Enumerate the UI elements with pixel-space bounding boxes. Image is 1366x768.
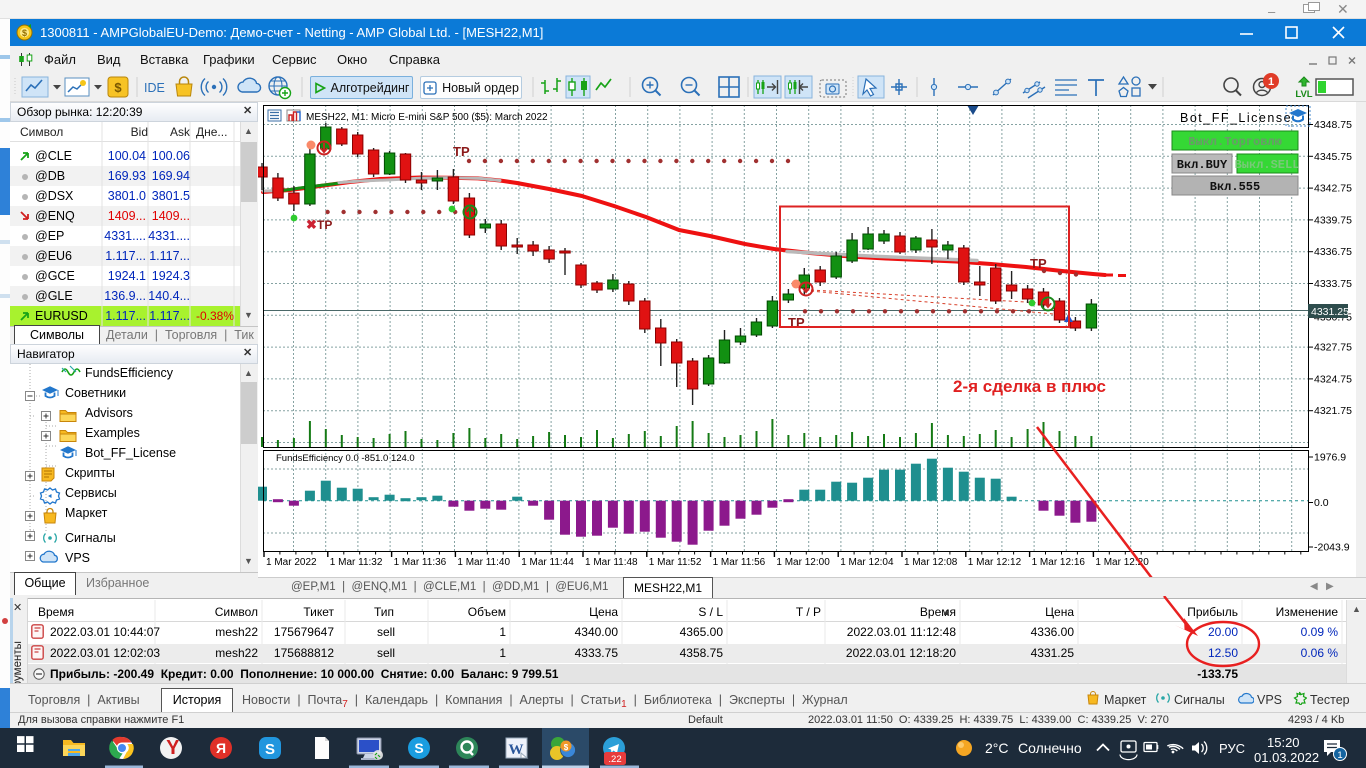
svg-text:4321.75: 4321.75 xyxy=(1314,405,1352,417)
svg-text:1 Mar 11:48: 1 Mar 11:48 xyxy=(585,557,638,568)
svg-text:TP: TP xyxy=(453,144,470,159)
svg-text:Солнечно: Солнечно xyxy=(1018,740,1082,756)
svg-text:TP: TP xyxy=(317,218,332,232)
svg-text:1 Mar 12:00: 1 Mar 12:00 xyxy=(776,557,830,568)
svg-text:1: 1 xyxy=(1337,750,1342,761)
svg-text:1 Mar 12:08: 1 Mar 12:08 xyxy=(904,557,958,568)
svg-text:15:20: 15:20 xyxy=(1267,735,1300,750)
svg-text:Скрипты: Скрипты xyxy=(65,466,115,480)
svg-text:$: $ xyxy=(22,28,27,38)
svg-text:Examples: Examples xyxy=(85,426,140,440)
svg-text:4331.25: 4331.25 xyxy=(1311,306,1349,318)
svg-text:S: S xyxy=(265,741,275,758)
svg-text:Bot_FF_License: Bot_FF_License xyxy=(1180,111,1292,125)
svg-text:✖: ✖ xyxy=(306,217,317,232)
svg-text:1: 1 xyxy=(1268,76,1274,88)
svg-text:S: S xyxy=(414,740,423,756)
svg-text:VPS: VPS xyxy=(65,551,90,565)
svg-text:РУС: РУС xyxy=(1219,741,1245,756)
svg-text:1 Mar 2022: 1 Mar 2022 xyxy=(266,557,317,568)
svg-text:Советники: Советники xyxy=(65,386,126,400)
svg-text:0.0: 0.0 xyxy=(1314,497,1329,509)
svg-text:1976.9: 1976.9 xyxy=(1314,452,1346,464)
svg-text:1 Mar 11:56: 1 Mar 11:56 xyxy=(713,557,766,568)
svg-text:FundsEfficiency: FundsEfficiency xyxy=(85,366,174,380)
svg-text:Маркет: Маркет xyxy=(65,506,108,520)
svg-text:Я: Я xyxy=(216,740,226,756)
svg-text:4342.75: 4342.75 xyxy=(1314,183,1352,195)
svg-text:LVL: LVL xyxy=(1295,89,1312,100)
svg-text:4348.75: 4348.75 xyxy=(1314,119,1352,131)
svg-text:Bot_FF_License: Bot_FF_License xyxy=(85,446,176,460)
svg-text:TP: TP xyxy=(1030,256,1047,271)
svg-text:$: $ xyxy=(564,743,569,752)
svg-text:FundsEfficiency 0.0 -851.0 124: FundsEfficiency 0.0 -851.0 124.0 xyxy=(276,453,415,464)
svg-text:1 Mar 11:32: 1 Mar 11:32 xyxy=(330,557,383,568)
svg-text:4345.75: 4345.75 xyxy=(1314,151,1352,163)
svg-text:4324.75: 4324.75 xyxy=(1314,373,1352,385)
svg-text:Сервисы: Сервисы xyxy=(65,486,117,500)
svg-text:1 Mar 11:44: 1 Mar 11:44 xyxy=(521,557,574,568)
svg-text:MESH22, M1: Micro E-mini S&P: MESH22, M1: Micro E-mini S&P 500 ($5): M… xyxy=(306,112,548,123)
svg-text:4339.75: 4339.75 xyxy=(1314,214,1352,226)
svg-text:Вкл.555: Вкл.555 xyxy=(1210,180,1260,194)
svg-text:4333.75: 4333.75 xyxy=(1314,278,1352,290)
svg-text:1 Mar 11:52: 1 Mar 11:52 xyxy=(649,557,702,568)
svg-text:Advisors: Advisors xyxy=(85,406,133,420)
svg-text:IDE: IDE xyxy=(144,81,165,95)
svg-text:Выкл.SELL: Выкл.SELL xyxy=(1235,158,1300,172)
svg-text:1 Mar 11:36: 1 Mar 11:36 xyxy=(394,557,447,568)
svg-text:Выкл.Торговлю: Выкл.Торговлю xyxy=(1188,135,1282,149)
svg-text:2-я сделка в плюс: 2-я сделка в плюс xyxy=(953,377,1106,396)
svg-text:4327.75: 4327.75 xyxy=(1314,342,1352,354)
svg-text:.22: .22 xyxy=(608,754,621,765)
svg-text:-2043.9: -2043.9 xyxy=(1314,542,1350,554)
svg-text:Вкл.BUY: Вкл.BUY xyxy=(1177,158,1228,172)
svg-text:1 Mar 11:40: 1 Mar 11:40 xyxy=(457,557,510,568)
svg-text:1 Mar 12:04: 1 Mar 12:04 xyxy=(840,557,894,568)
svg-text:1 Mar 12:12: 1 Mar 12:12 xyxy=(968,557,1022,568)
svg-text:1 Mar 12:20: 1 Mar 12:20 xyxy=(1095,557,1149,568)
svg-text:1 Mar 12:16: 1 Mar 12:16 xyxy=(1032,557,1086,568)
svg-text:$: $ xyxy=(114,80,122,95)
svg-text:Сигналы: Сигналы xyxy=(65,531,116,545)
svg-text:2°C: 2°C xyxy=(985,740,1009,756)
svg-text:01.03.2022: 01.03.2022 xyxy=(1254,750,1319,765)
svg-text:4336.75: 4336.75 xyxy=(1314,246,1352,258)
svg-text:W: W xyxy=(509,742,524,758)
